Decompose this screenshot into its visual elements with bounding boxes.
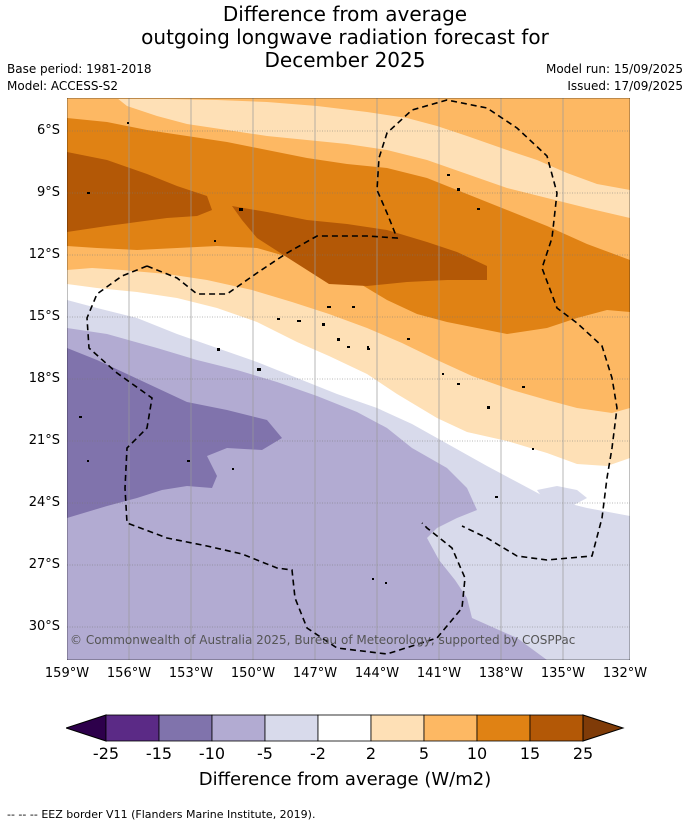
model-run-date: Model run: 15/09/2025 bbox=[545, 62, 683, 76]
olr-anomaly-map bbox=[67, 98, 630, 660]
lat-label: 21°S bbox=[28, 433, 60, 448]
colorbar bbox=[66, 714, 625, 742]
colorbar-swatch bbox=[211, 714, 266, 742]
colorbar-tick: 5 bbox=[418, 744, 430, 763]
contour-minus10-to-minus15 bbox=[67, 348, 282, 518]
colorbar-tick: -25 bbox=[92, 744, 120, 763]
contour-15-to-25 bbox=[67, 152, 487, 286]
colorbar-swatch bbox=[476, 714, 531, 742]
colorbar-swatch bbox=[105, 714, 160, 742]
lon-label: 150°W bbox=[230, 666, 276, 681]
eez-line-symbol: -- -- -- bbox=[7, 808, 38, 821]
colorbar-tick: -2 bbox=[310, 744, 326, 763]
lat-label: 30°S bbox=[28, 619, 60, 634]
issued-date: Issued: 17/09/2025 bbox=[567, 79, 683, 93]
map-title-line1: Difference from average bbox=[222, 2, 468, 26]
lat-label: 18°S bbox=[28, 371, 60, 386]
base-period: Base period: 1981-2018 bbox=[7, 62, 152, 76]
colorbar-tick: 25 bbox=[572, 744, 594, 763]
contour-5-to-10 bbox=[67, 98, 630, 190]
lon-label: 141°W bbox=[416, 666, 462, 681]
colorbar-tick: 2 bbox=[365, 744, 377, 763]
copyright-credit: © Commonwealth of Australia 2025, Bureau… bbox=[70, 633, 576, 647]
colorbar-under-arrow bbox=[66, 714, 107, 742]
colorbar-swatch bbox=[529, 714, 584, 742]
colorbar-tick: 10 bbox=[466, 744, 488, 763]
colorbar-tick: -10 bbox=[198, 744, 226, 763]
islands bbox=[79, 122, 534, 584]
colorbar-swatch bbox=[264, 714, 319, 742]
lat-label: 27°S bbox=[28, 557, 60, 572]
lon-label: 135°W bbox=[540, 666, 586, 681]
lat-label: 15°S bbox=[28, 309, 60, 324]
lon-label: 153°W bbox=[168, 666, 214, 681]
eez-border bbox=[86, 99, 618, 655]
colorbar-tick: -5 bbox=[257, 744, 273, 763]
lat-label: 9°S bbox=[36, 185, 60, 200]
lon-label: 147°W bbox=[292, 666, 338, 681]
lat-label: 6°S bbox=[36, 123, 60, 138]
colorbar-swatch bbox=[158, 714, 213, 742]
colorbar-label: Difference from average (W/m2) bbox=[198, 769, 492, 790]
model-name: Model: ACCESS-S2 bbox=[7, 79, 119, 93]
lon-label: 132°W bbox=[602, 666, 648, 681]
colorbar-swatch bbox=[370, 714, 425, 742]
eez-legend-label: EEZ border V11 (Flanders Marine Institut… bbox=[41, 808, 316, 821]
colorbar-swatches bbox=[105, 714, 584, 742]
eez-legend: -- -- -- EEZ border V11 (Flanders Marine… bbox=[7, 808, 315, 821]
lon-label: 138°W bbox=[478, 666, 524, 681]
lat-label: 12°S bbox=[28, 247, 60, 262]
contour-minus2-patch bbox=[537, 486, 587, 506]
colorbar-swatch bbox=[317, 714, 372, 742]
colorbar-tick: -15 bbox=[145, 744, 173, 763]
lon-label: 144°W bbox=[354, 666, 400, 681]
colorbar-tick: 15 bbox=[519, 744, 541, 763]
lon-label: 159°W bbox=[44, 666, 90, 681]
map-title-line2: outgoing longwave radiation forecast for bbox=[141, 25, 549, 49]
map-title-line3: December 2025 bbox=[264, 48, 426, 72]
lon-label: 156°W bbox=[106, 666, 152, 681]
colorbar-swatch bbox=[423, 714, 478, 742]
meridians bbox=[128, 98, 564, 660]
colorbar-over-arrow bbox=[582, 714, 625, 742]
lat-label: 24°S bbox=[28, 495, 60, 510]
